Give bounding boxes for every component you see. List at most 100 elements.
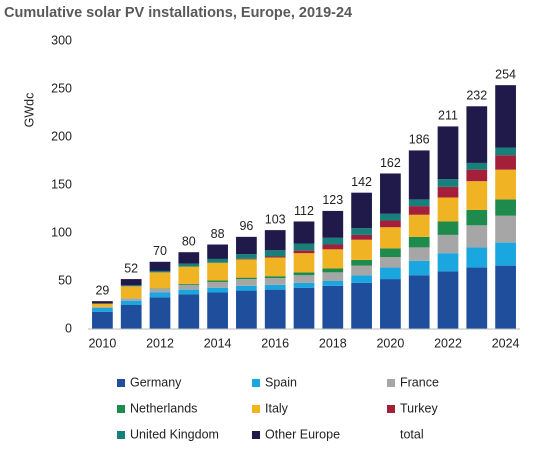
bar-segment <box>236 236 257 255</box>
legend-swatch <box>387 379 395 387</box>
bar-segment <box>178 284 200 290</box>
legend-label: Turkey <box>400 401 438 415</box>
x-tick-label: 2024 <box>492 336 520 350</box>
bar-segment <box>495 199 516 216</box>
bar-segment <box>149 261 171 271</box>
x-tick-label: 2012 <box>146 336 174 350</box>
bar-segment <box>178 283 200 285</box>
y-tick-label: 200 <box>51 129 72 143</box>
total-label: 103 <box>265 212 286 226</box>
bar-segment <box>120 285 142 287</box>
bar-segment <box>408 275 430 329</box>
bar-segment <box>293 287 315 329</box>
y-axis-label: GWdc <box>22 93 36 128</box>
bar-segment <box>264 250 286 257</box>
bar-segment <box>408 260 430 276</box>
bar-segment <box>236 279 257 286</box>
bar-segment <box>264 230 286 251</box>
bar-segment <box>466 225 488 248</box>
bar-segment <box>351 239 372 260</box>
bar-segment <box>380 257 401 268</box>
bar-segment <box>264 278 286 285</box>
legend-label: Other Europe <box>265 427 340 441</box>
bar-segment <box>466 181 488 210</box>
bar-segment <box>92 306 113 308</box>
bar-segment <box>495 85 516 148</box>
bar-segment <box>120 279 142 286</box>
legend-swatch <box>252 431 260 439</box>
legend-swatch <box>252 405 260 413</box>
bar-segment <box>92 307 113 312</box>
bar-segment <box>293 275 315 283</box>
bar-segment <box>236 259 257 278</box>
x-tick-label: 2016 <box>261 336 289 350</box>
bar-segment <box>351 234 372 240</box>
bar-segment <box>437 253 459 272</box>
bar-segment <box>236 285 257 291</box>
legend-label: Netherlands <box>130 401 197 415</box>
bar-segment <box>495 169 516 200</box>
bar-segment <box>92 303 113 307</box>
bar-segment <box>293 250 315 254</box>
legend-label: Italy <box>265 401 289 415</box>
bar-segment <box>293 243 315 251</box>
total-label: 254 <box>495 67 516 81</box>
bar-segment <box>178 263 200 267</box>
bar-segment <box>178 294 200 329</box>
bar-segment <box>178 289 200 295</box>
bar-segment <box>322 281 344 286</box>
bar-segment <box>322 272 344 281</box>
bar-segment <box>408 150 430 200</box>
bar-segment <box>408 214 430 237</box>
total-label: 162 <box>380 156 401 170</box>
total-label: 88 <box>211 227 225 241</box>
bar-segment <box>380 173 401 214</box>
bar-segment <box>495 215 516 243</box>
y-tick-label: 250 <box>51 81 72 95</box>
chart-title: Cumulative solar PV installations, Europ… <box>4 5 352 21</box>
bar-segment <box>207 262 228 281</box>
bar-segment <box>92 311 113 329</box>
total-label: 80 <box>182 234 196 248</box>
x-tick-label: 2020 <box>376 336 404 350</box>
x-tick-label: 2010 <box>88 336 116 350</box>
bar-segment <box>437 186 459 198</box>
bar-segment <box>293 282 315 288</box>
bar-segment <box>207 258 228 263</box>
bar-segment <box>380 220 401 228</box>
bar-segment <box>207 281 228 288</box>
bar-segment <box>120 298 142 301</box>
bar-segment <box>466 209 488 226</box>
bar-segment <box>322 285 344 329</box>
x-tick-label: 2014 <box>204 336 232 350</box>
bar-segment <box>293 253 315 273</box>
bar-segment <box>264 256 286 258</box>
y-tick-label: 0 <box>65 321 72 335</box>
bar-segment <box>92 301 113 304</box>
bar-segment <box>466 247 488 268</box>
y-tick-label: 150 <box>51 177 72 191</box>
bar-segment <box>207 292 228 329</box>
y-tick-label: 100 <box>51 225 72 239</box>
bar-segment <box>236 277 257 280</box>
bar-segment <box>466 106 488 163</box>
bar-segment <box>380 213 401 221</box>
legend-label: Germany <box>130 375 182 389</box>
bar-segment <box>408 206 430 215</box>
total-label: 29 <box>95 283 109 297</box>
total-label: 186 <box>409 133 430 147</box>
bar-segment <box>120 300 142 305</box>
bar-segment <box>322 249 344 269</box>
bar-segment <box>408 247 430 261</box>
bar-segment <box>178 266 200 284</box>
bar-segment <box>236 254 257 259</box>
bar-segment <box>437 197 459 222</box>
bar-segment <box>380 248 401 257</box>
bar-segment <box>120 305 142 329</box>
bar-segment <box>322 210 344 238</box>
bar-segment <box>149 292 171 298</box>
legend-swatch <box>117 431 125 439</box>
bar-segment <box>264 289 286 329</box>
bar-segment <box>149 270 171 273</box>
bar-segment <box>351 265 372 276</box>
